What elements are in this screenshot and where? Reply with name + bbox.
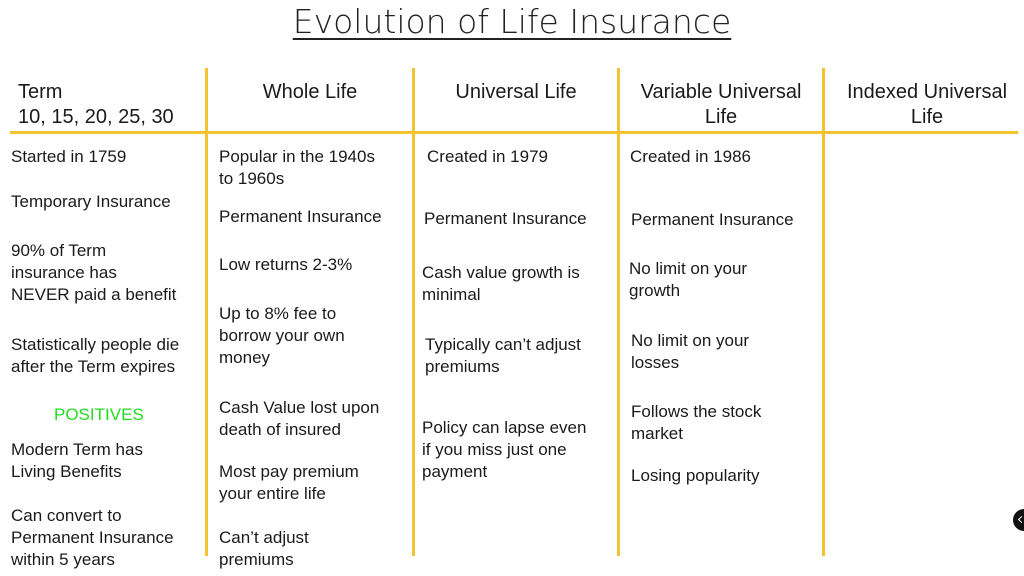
term-item: Temporary Insurance (11, 192, 171, 211)
slide-title: Evolution of Life Insurance (292, 2, 732, 41)
header-term: Term 10, 15, 20, 25, 30 (18, 81, 174, 128)
universal-life-item: Cash value growth is minimal (422, 263, 580, 304)
variable-universal-life-item: Created in 1986 (630, 147, 751, 166)
universal-life-item: Permanent Insurance (424, 209, 587, 228)
variable-universal-life-item: No limit on your growth (629, 259, 748, 300)
header-variable-universal-life: Variable Universal Life (640, 81, 802, 128)
header-whole-life: Whole Life (262, 81, 358, 103)
whole-life-item: Permanent Insurance (219, 207, 382, 226)
term-item: 90% of Term insurance has NEVER paid a b… (11, 241, 177, 304)
positives-label: POSITIVES (54, 405, 144, 424)
variable-universal-life-item: No limit on your losses (631, 331, 750, 372)
whole-life-item: Popular in the 1940s to 1960s (219, 147, 375, 188)
header-indexed-universal-life: Indexed Universal Life (846, 81, 1008, 128)
universal-life-item: Created in 1979 (427, 147, 548, 166)
variable-universal-life-item: Permanent Insurance (631, 210, 794, 229)
column-divider (617, 68, 620, 556)
whole-life-item: Cash Value lost upon death of insured (219, 398, 380, 439)
slide-nav-back-icon[interactable] (1013, 509, 1024, 531)
term-item: Modern Term has Living Benefits (11, 440, 143, 481)
whole-life-item: Low returns 2-3% (219, 255, 353, 274)
whole-life-item: Most pay premium your entire life (219, 462, 359, 503)
header-universal-life: Universal Life (455, 81, 577, 103)
header-divider (10, 131, 1018, 134)
column-divider (205, 68, 208, 556)
universal-life-item: Typically can’t adjust premiums (425, 335, 581, 376)
variable-universal-life-item: Follows the stock market (631, 402, 762, 443)
column-divider (822, 68, 825, 556)
whole-life-item: Can’t adjust premiums (219, 528, 309, 569)
variable-universal-life-item: Losing popularity (631, 466, 760, 485)
term-item: Started in 1759 (11, 147, 127, 166)
term-item: Can convert to Permanent Insurance withi… (11, 506, 174, 569)
whole-life-item: Up to 8% fee to borrow your own money (219, 304, 345, 367)
term-item: Statistically people die after the Term … (11, 335, 180, 376)
universal-life-item: Policy can lapse even if you miss just o… (422, 418, 587, 481)
column-divider (412, 68, 415, 556)
